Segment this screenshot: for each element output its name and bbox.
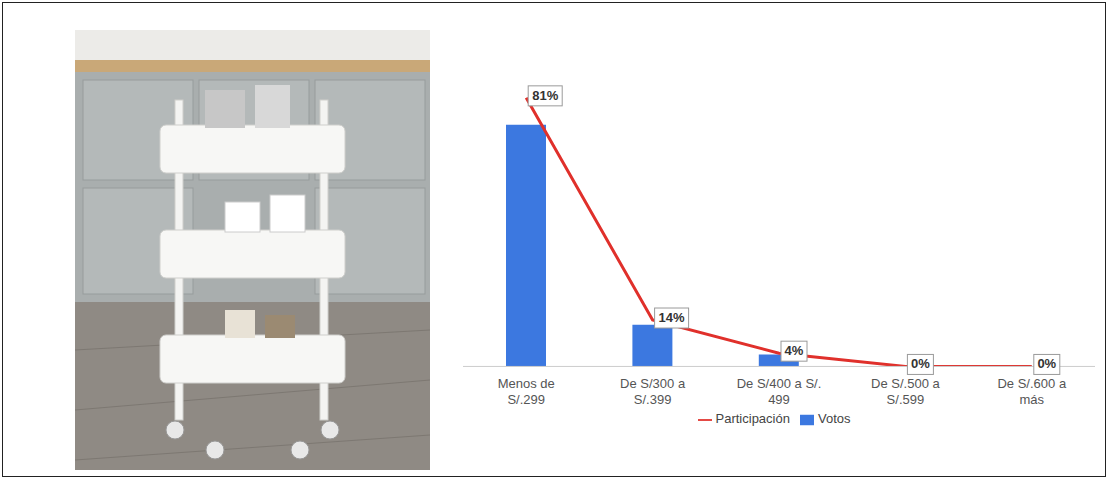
svg-text:81%: 81%	[532, 88, 558, 103]
html-text:Votos: Votos	[818, 411, 851, 427]
svg-text:De S/300 aS/.399: De S/300 aS/.399	[620, 376, 686, 407]
svg-text:De S/400 a S/.499: De S/400 a S/.499	[737, 376, 822, 407]
html-text:Participación: Participación	[715, 411, 790, 427]
svg-text:0%: 0%	[1037, 356, 1056, 371]
svg-text:De S/.500 aS/.599: De S/.500 aS/.599	[871, 376, 940, 407]
svg-text:4%: 4%	[785, 343, 804, 358]
svg-text:14%: 14%	[659, 310, 685, 325]
svg-text:Menos deS/.299: Menos deS/.299	[498, 376, 555, 407]
svg-text:0%: 0%	[911, 356, 930, 371]
svg-text:De S/.600 amás: De S/.600 amás	[997, 376, 1066, 407]
